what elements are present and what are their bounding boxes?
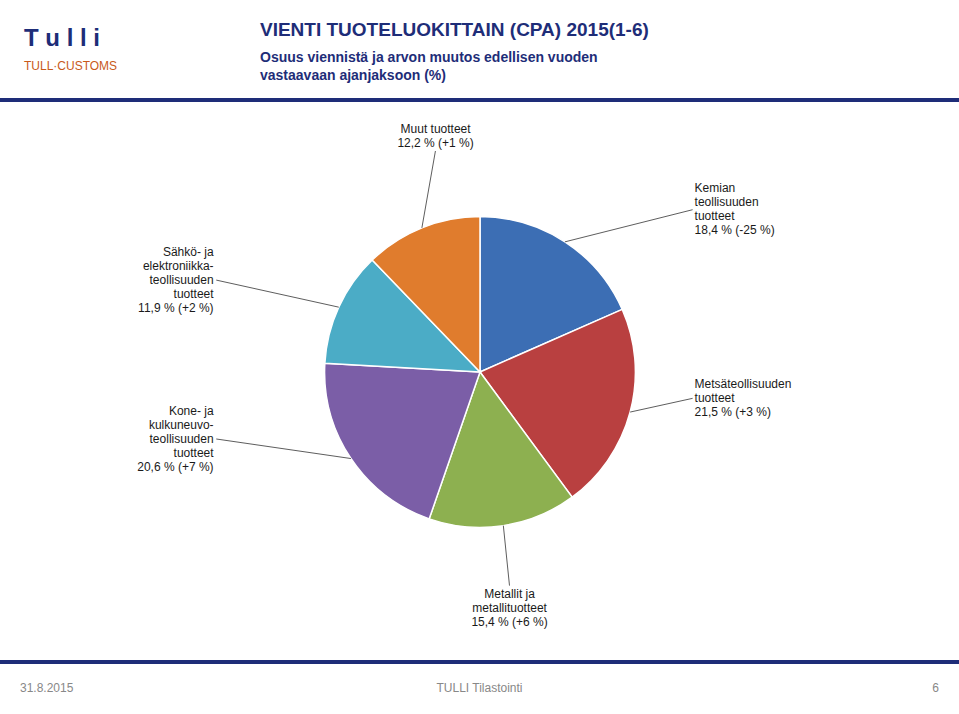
pie xyxy=(325,217,636,528)
pie-slice xyxy=(325,363,480,519)
label-background xyxy=(395,121,475,151)
label-leader xyxy=(214,280,339,308)
slice-label: Metallit jametallituotteet15,4 % (+6 %) xyxy=(471,587,547,629)
label-background xyxy=(693,376,794,420)
slice-label: Muut tuotteet12,2 % (+1 %) xyxy=(397,122,473,150)
label-leader xyxy=(565,209,695,242)
chart: T u l l i TULL·CUSTOMS VIENTI TUOTELUOKITT… xyxy=(0,0,959,714)
label-background xyxy=(136,244,216,316)
footer-text: TULLI Tilastointi xyxy=(436,681,522,695)
label-background xyxy=(135,403,216,475)
label-leader xyxy=(214,439,351,459)
pie-labels: Kemianteollisuudentuotteet18,4 % (-25 %)… xyxy=(135,121,793,630)
subtitle: Osuus viennistä ja arvon muutos edellise… xyxy=(260,49,598,83)
label-leader xyxy=(422,150,436,228)
header-brand-sub: TULL·CUSTOMS xyxy=(24,59,117,73)
label-background xyxy=(469,586,549,630)
slice-label: Metsäteollisuudentuotteet21,5 % (+3 %) xyxy=(695,377,792,419)
slice-label: Kone- jakulkuneuvo-teollisuudentuotteet2… xyxy=(137,404,214,474)
label-leader xyxy=(630,398,694,412)
title: VIENTI TUOTELUOKITTAIN (CPA) 2015(1-6) xyxy=(260,19,649,40)
footer-text: 31.8.2015 xyxy=(20,681,74,695)
label-leader xyxy=(503,526,509,587)
background xyxy=(0,0,959,714)
footer-text: 6 xyxy=(932,681,939,695)
header-brand: T u l l i xyxy=(24,24,100,51)
slice-label: Sähkö- jaelektroniikka-teollisuudentuott… xyxy=(138,245,214,315)
header-rule xyxy=(0,98,959,102)
pie-slice xyxy=(372,217,480,372)
footer-rule xyxy=(0,660,959,664)
slice-label: Kemianteollisuudentuotteet18,4 % (-25 %) xyxy=(695,181,775,237)
label-background xyxy=(693,180,777,238)
chart-container: T u l l i TULL·CUSTOMS VIENTI TUOTELUOKITT… xyxy=(0,0,959,714)
